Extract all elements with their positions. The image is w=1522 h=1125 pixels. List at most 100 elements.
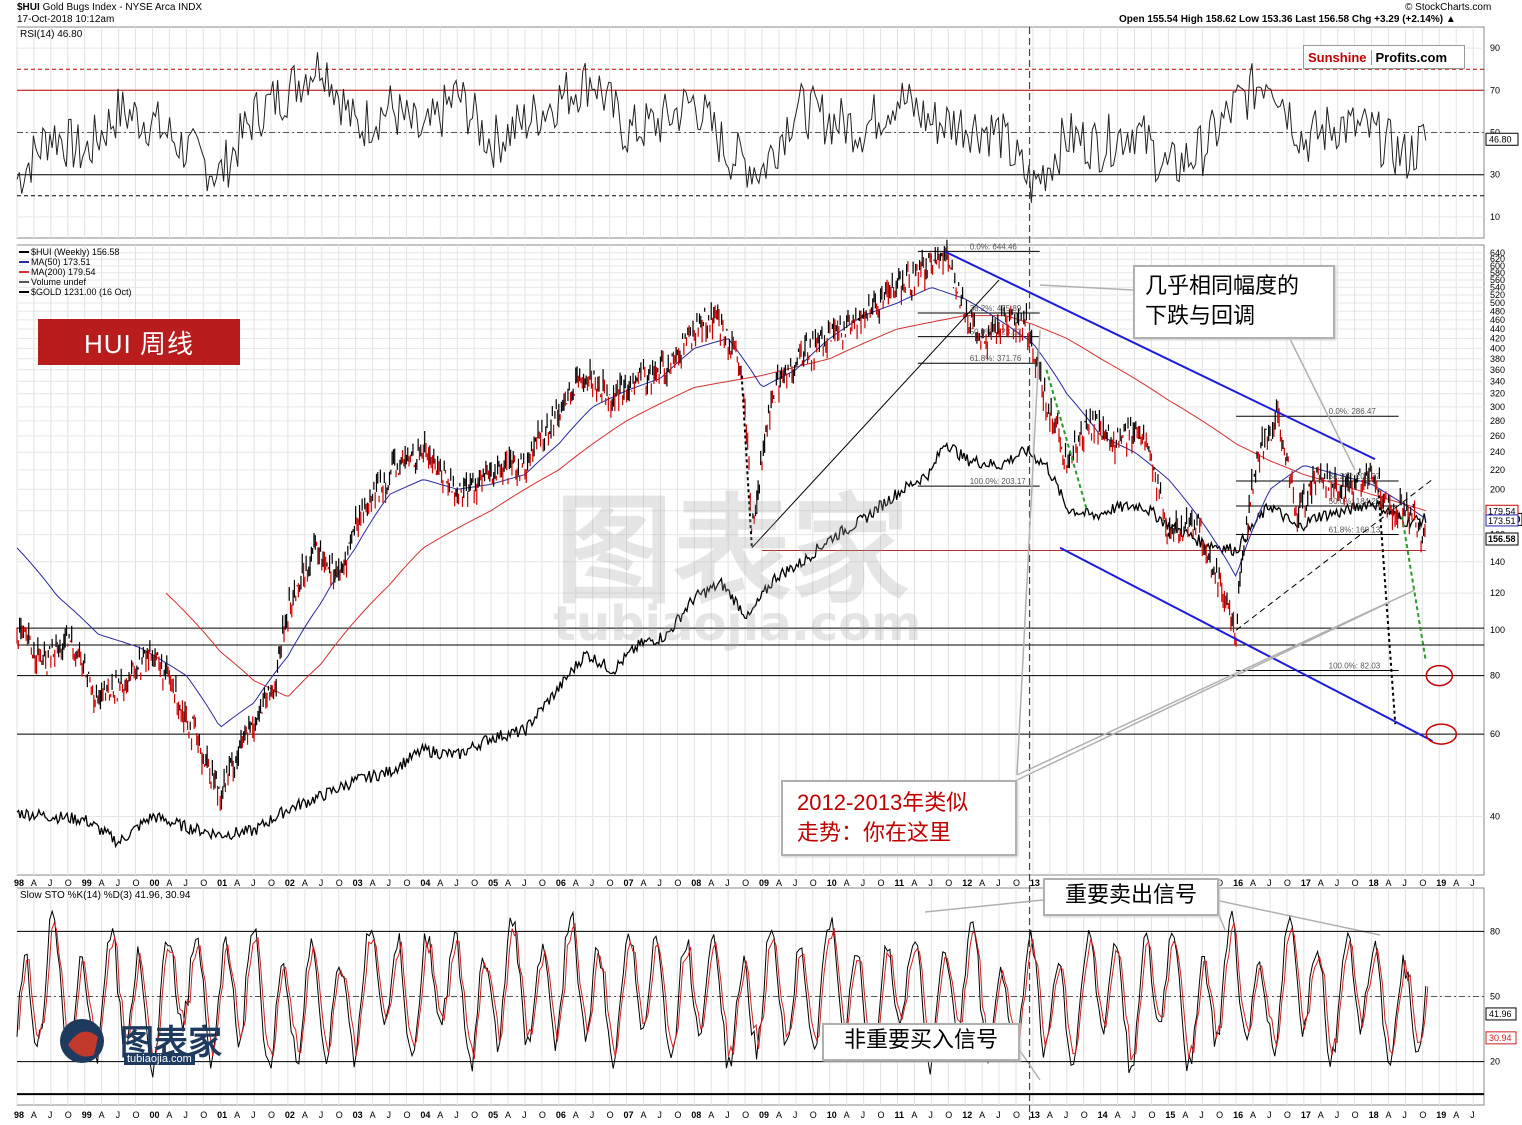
x-tick-label: 02 xyxy=(285,878,295,888)
price-tick-label: 60 xyxy=(1490,729,1500,739)
x-tick-label: O xyxy=(336,878,343,888)
x-tick-label: A xyxy=(1250,1110,1256,1120)
x-tick-label: A xyxy=(1453,878,1459,888)
x-tick-label: A xyxy=(573,878,579,888)
x-tick-label: 08 xyxy=(691,878,701,888)
x-tick-label: O xyxy=(742,1110,749,1120)
x-tick-label: A xyxy=(708,1110,714,1120)
x-tick-label: J xyxy=(1267,878,1272,888)
x-tick-label: O xyxy=(336,1110,343,1120)
x-tick-label: 11 xyxy=(894,1110,904,1120)
target-circle-80 xyxy=(1425,664,1454,687)
x-tick-label: 02 xyxy=(285,1110,295,1120)
sto-title: Slow STO %K(14) %D(3) 41.96, 30.94 xyxy=(20,890,191,901)
x-tick-label: J xyxy=(48,1110,53,1120)
x-tick-label: O xyxy=(674,878,681,888)
x-tick-label: 18 xyxy=(1369,878,1379,888)
stockcharts-credit[interactable]: © StockCharts.com xyxy=(1405,2,1492,13)
x-tick-label: J xyxy=(1402,1110,1407,1120)
watermark-cn: 图表家 xyxy=(555,482,910,620)
x-tick-label: 08 xyxy=(691,1110,701,1120)
callout-same-magnitude: 几乎相同幅度的 下跌与回调 xyxy=(1133,265,1335,339)
x-tick-label: 13 xyxy=(1030,1110,1040,1120)
rsi-last-value: 46.80 xyxy=(1489,134,1512,144)
rsi-tick-label: 30 xyxy=(1490,170,1500,180)
legend-swatch xyxy=(19,251,29,253)
x-tick-label: A xyxy=(979,878,985,888)
x-tick-label: A xyxy=(640,878,646,888)
x-tick-label: O xyxy=(65,1110,72,1120)
x-tick-label: 10 xyxy=(827,1110,837,1120)
x-tick-label: O xyxy=(1284,1110,1291,1120)
x-tick-label: 07 xyxy=(624,1110,634,1120)
x-tick-label: 16 xyxy=(1233,1110,1243,1120)
logo-head-icon xyxy=(68,1031,98,1057)
black-trendline-2008 xyxy=(751,279,1000,549)
rsi-line xyxy=(16,52,1427,203)
x-tick-label: A xyxy=(1182,1110,1188,1120)
fib-level-label: 61.8%: 160.13 xyxy=(1329,525,1381,534)
callout-pointer xyxy=(1039,284,1134,291)
x-tick-label: J xyxy=(387,878,392,888)
price-tick-label: 600 xyxy=(1490,261,1505,271)
x-tick-label: 16 xyxy=(1233,878,1243,888)
ma200-last-value: 179.54 xyxy=(1488,506,1516,516)
fib-level-label: 100.0%: 203.17 xyxy=(970,477,1027,486)
x-tick-label: A xyxy=(505,1110,511,1120)
x-tick-label: 11 xyxy=(894,878,904,888)
x-tick-label: 99 xyxy=(82,1110,92,1120)
x-tick-label: J xyxy=(319,878,324,888)
x-tick-label: O xyxy=(1081,1110,1088,1120)
x-tick-label: J xyxy=(1335,878,1340,888)
x-tick-label: J xyxy=(522,878,527,888)
symbol-name: Gold Bugs Index - NYSE Arca INDX xyxy=(42,2,203,13)
sto-d-last-value: 30.94 xyxy=(1489,1033,1512,1043)
x-tick-label: J xyxy=(793,1110,798,1120)
x-tick-label: J xyxy=(183,1110,188,1120)
x-tick-label: 06 xyxy=(556,878,566,888)
legend-swatch xyxy=(19,281,29,283)
x-tick-label: A xyxy=(166,1110,172,1120)
price-tick-label: 100 xyxy=(1490,625,1505,635)
price-tick-label: 580 xyxy=(1490,268,1505,278)
x-tick-label: 17 xyxy=(1301,1110,1311,1120)
price-tick-label: 260 xyxy=(1490,431,1505,441)
legend-entry: $GOLD 1231.00 (16 Oct) xyxy=(31,287,132,297)
fib-level-label: 50.0%: 184.25 xyxy=(1329,497,1381,506)
price-tick-label: 220 xyxy=(1490,465,1505,475)
x-tick-label: O xyxy=(539,878,546,888)
sto-tick-label: 20 xyxy=(1490,1057,1500,1067)
x-tick-label: 06 xyxy=(556,1110,566,1120)
x-tick-label: J xyxy=(861,1110,866,1120)
price-tick-label: 460 xyxy=(1490,315,1505,325)
x-tick-label: O xyxy=(1216,1110,1223,1120)
x-tick-label: J xyxy=(251,878,256,888)
x-tick-label: 14 xyxy=(1098,1110,1108,1120)
x-tick-label: A xyxy=(1318,1110,1324,1120)
x-tick-label: J xyxy=(1199,1110,1204,1120)
rsi-tick-label: 70 xyxy=(1490,85,1500,95)
x-tick-label: J xyxy=(725,1110,730,1120)
x-tick-label: A xyxy=(911,878,917,888)
price-tick-label: 420 xyxy=(1490,333,1505,343)
legend-entry: MA(50) 173.51 xyxy=(31,257,91,267)
x-tick-label: A xyxy=(776,878,782,888)
x-tick-label: O xyxy=(65,878,72,888)
x-tick-label: 18 xyxy=(1369,1110,1379,1120)
x-tick-label: A xyxy=(437,1110,443,1120)
tubiaojia-logo-graphic xyxy=(60,1019,104,1063)
sunshine-profits-logo[interactable]: Sunshine Profits.com xyxy=(1303,45,1465,69)
x-tick-label: 00 xyxy=(149,1110,159,1120)
x-tick-label: O xyxy=(674,1110,681,1120)
x-tick-label: A xyxy=(234,1110,240,1120)
rsi-last-box xyxy=(1485,132,1519,146)
rsi-tick-label: 90 xyxy=(1490,43,1500,53)
price-tick-label: 640 xyxy=(1490,248,1505,258)
fib-level-label: 0.0%: 644.46 xyxy=(970,242,1018,251)
price-tick-label: 500 xyxy=(1490,298,1505,308)
legend-swatch xyxy=(19,261,29,263)
x-tick-label: A xyxy=(1453,1110,1459,1120)
x-tick-label: O xyxy=(945,878,952,888)
x-tick-label: J xyxy=(657,1110,662,1120)
x-tick-label: 09 xyxy=(759,1110,769,1120)
